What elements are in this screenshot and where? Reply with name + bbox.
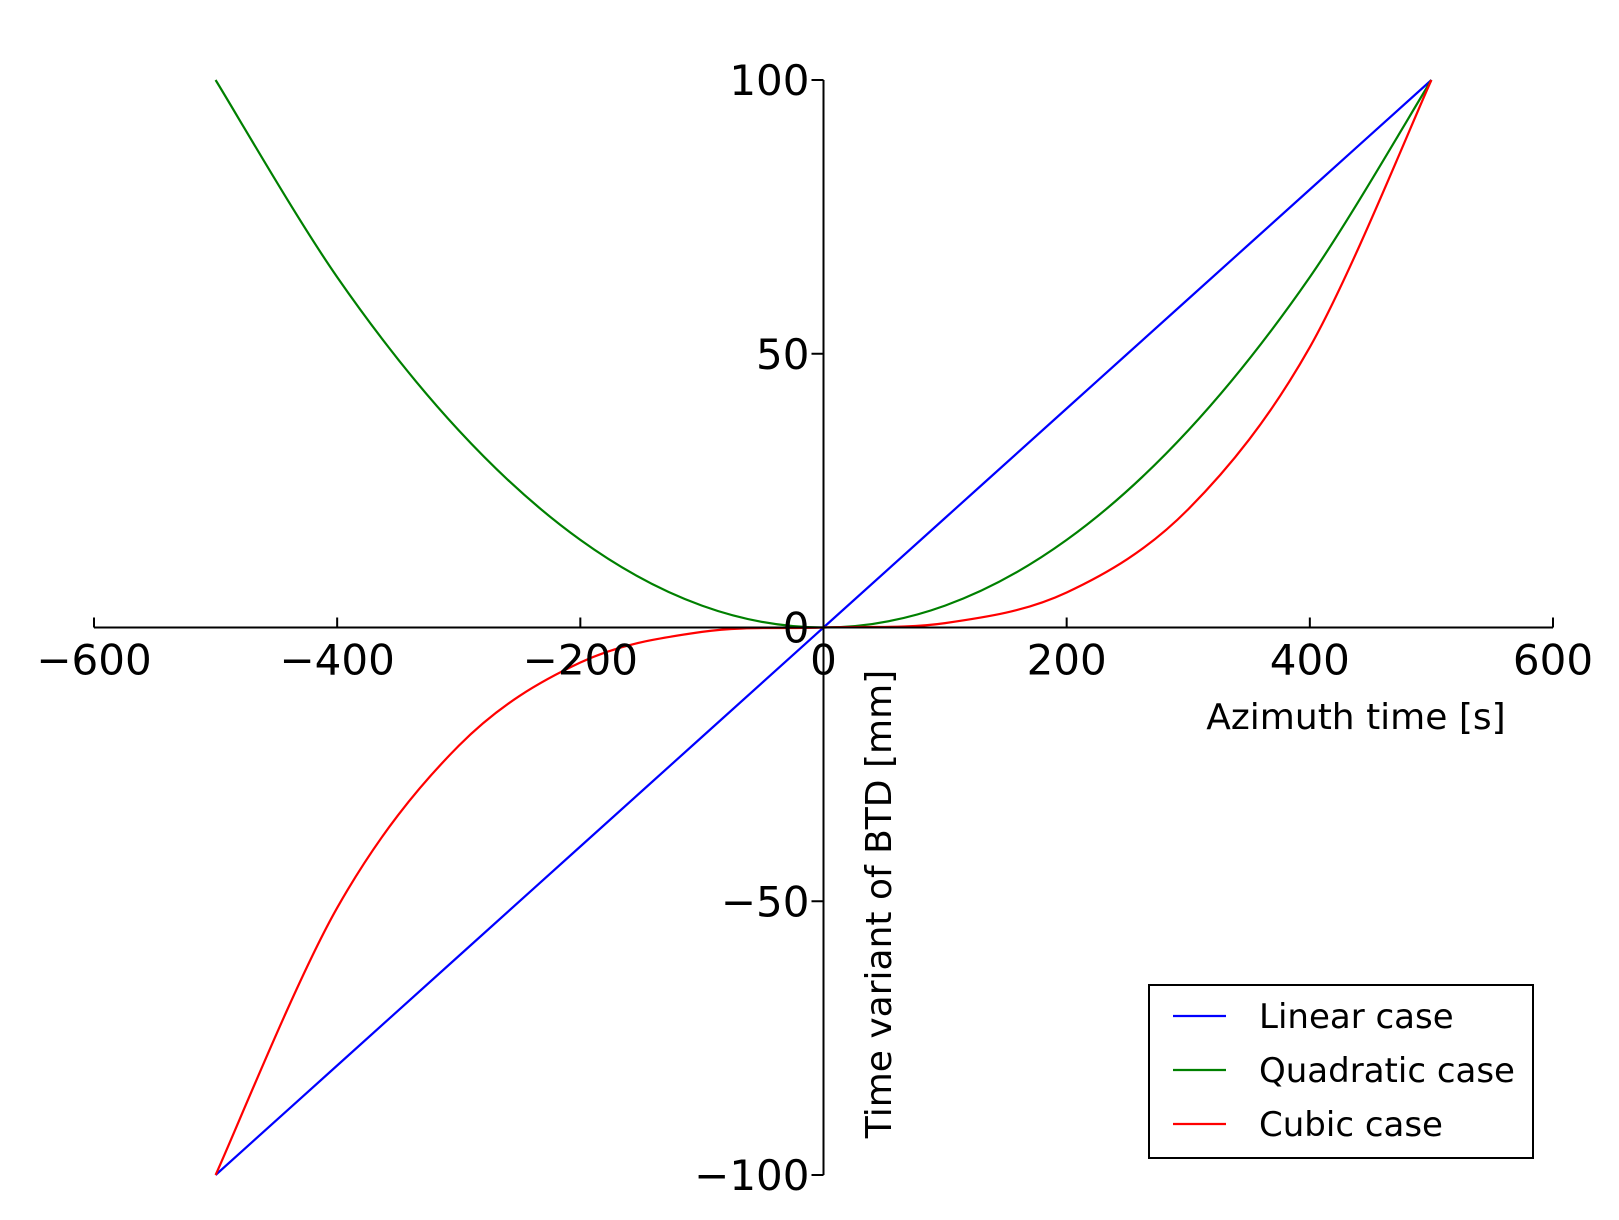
x-tick-label: 0 bbox=[810, 636, 837, 685]
legend-label-quadratic-case: Quadratic case bbox=[1259, 1051, 1515, 1091]
x-tick-label: 400 bbox=[1270, 636, 1350, 685]
y-tick-label: 50 bbox=[756, 330, 809, 379]
x-tick-label: −200 bbox=[523, 636, 638, 685]
x-axis-label: Azimuth time [s] bbox=[1206, 697, 1505, 738]
x-tick-label: 200 bbox=[1027, 636, 1107, 685]
x-tick-label: −400 bbox=[279, 636, 394, 685]
legend-label-cubic-case: Cubic case bbox=[1259, 1105, 1443, 1145]
x-tick-label: 600 bbox=[1513, 636, 1593, 685]
legend-label-linear-case: Linear case bbox=[1259, 997, 1454, 1037]
y-tick-label: −100 bbox=[694, 1151, 809, 1200]
y-tick-label: −50 bbox=[721, 877, 810, 926]
x-tick-label: −600 bbox=[36, 636, 151, 685]
y-axis-label: Time variant of BTD [mm] bbox=[859, 670, 900, 1139]
x-axis-ticks: −600 −400 −200 0 200 400 600 bbox=[36, 617, 1593, 685]
legend-entries: Linear case Quadratic case Cubic case bbox=[1173, 997, 1515, 1145]
legend: Linear case Quadratic case Cubic case bbox=[1148, 984, 1534, 1159]
y-tick-label: 100 bbox=[729, 56, 809, 105]
legend-frame bbox=[1148, 984, 1534, 1159]
y-axis-ticks: −100 −50 0 50 100 bbox=[694, 56, 824, 1200]
y-tick-label: 0 bbox=[783, 604, 810, 653]
